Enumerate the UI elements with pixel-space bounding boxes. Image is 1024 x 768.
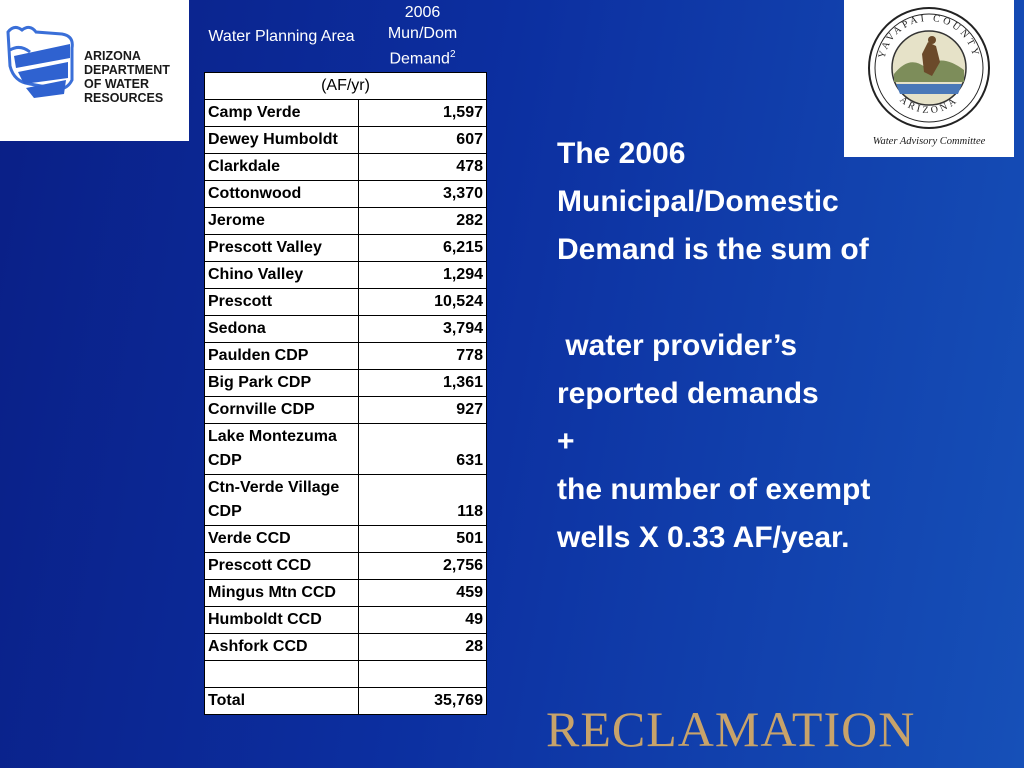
demand-cell: 631	[358, 423, 487, 475]
table-row: Sedona 3,794	[204, 315, 487, 343]
adwr-line: ARIZONA	[84, 49, 141, 63]
demand-cell: 1,597	[358, 99, 487, 127]
area-cell: Dewey Humboldt	[204, 126, 359, 154]
table-row: Jerome 282	[204, 207, 487, 235]
area-cell: Ashfork CCD	[204, 633, 359, 661]
table-row: Ctn-Verde Village CDP 118	[204, 474, 487, 526]
table-row: Mingus Mtn CCD 459	[204, 579, 487, 607]
total-row: Total 35,769	[204, 687, 487, 715]
yavapai-seal-icon: YAVAPAI COUNTY ARIZONA	[868, 7, 990, 129]
demand-cell: 459	[358, 579, 487, 607]
table-row: Big Park CDP 1,361	[204, 369, 487, 397]
area-cell: Clarkdale	[204, 153, 359, 181]
demand-cell: 1,361	[358, 369, 487, 397]
area-cell: Ctn-Verde Village CDP	[204, 474, 359, 526]
table-header-row: Water Planning Area 2006 Mun/Dom Demand2	[205, 0, 487, 73]
area-cell: Verde CCD	[204, 525, 359, 553]
area-cell: Big Park CDP	[204, 369, 359, 397]
adwr-line: RESOURCES	[84, 91, 164, 105]
table-row: Chino Valley 1,294	[204, 261, 487, 289]
demand-cell: 282	[358, 207, 487, 235]
adwr-line: OF WATER	[84, 77, 150, 91]
explanation-line: The 2006	[557, 137, 686, 170]
adwr-org-name: ARIZONA DEPARTMENT OF WATER RESOURCES	[84, 49, 170, 105]
area-cell: Humboldt CCD	[204, 606, 359, 634]
table-row: Cottonwood 3,370	[204, 180, 487, 208]
table-row: Ashfork CCD 28	[204, 633, 487, 661]
area-cell: Mingus Mtn CCD	[204, 579, 359, 607]
blank-cell	[204, 660, 359, 688]
unit-label: (AF/yr)	[204, 72, 487, 100]
area-cell: Cornville CDP	[204, 396, 359, 424]
demand-cell: 3,370	[358, 180, 487, 208]
blank-cell	[358, 660, 487, 688]
explanation-line: Municipal/Domestic	[557, 185, 839, 218]
demand-table: Water Planning Area 2006 Mun/Dom Demand2…	[204, 0, 487, 715]
table-row: Cornville CDP 927	[204, 396, 487, 424]
table-row: Prescott 10,524	[204, 288, 487, 316]
demand-cell: 3,794	[358, 315, 487, 343]
header-footnote-marker: 2	[449, 49, 456, 61]
table-row: Clarkdale 478	[204, 153, 487, 181]
explanation-line: wells X 0.33 AF/year.	[557, 521, 850, 554]
explanation-line: the number of exempt	[557, 473, 871, 506]
adwr-logo: ARIZONA DEPARTMENT OF WATER RESOURCES	[0, 0, 189, 141]
explanation-line: reported demands	[557, 377, 819, 410]
blank-row	[204, 660, 487, 688]
table-row: Dewey Humboldt 607	[204, 126, 487, 154]
adwr-emblem-icon	[6, 25, 74, 98]
demand-cell: 927	[358, 396, 487, 424]
area-cell: Paulden CDP	[204, 342, 359, 370]
explanation-line: Demand is the sum of	[557, 233, 869, 266]
demand-cell: 10,524	[358, 288, 487, 316]
adwr-line: DEPARTMENT	[84, 63, 170, 77]
table-row: Prescott CCD 2,756	[204, 552, 487, 580]
header-water-planning-area: Water Planning Area	[208, 27, 355, 45]
area-cell: Camp Verde	[204, 99, 359, 127]
area-cell: Prescott Valley	[204, 234, 359, 262]
reclamation-wordmark: RECLAMATION	[546, 701, 916, 757]
demand-cell: 607	[358, 126, 487, 154]
table-row: Camp Verde 1,597	[204, 99, 487, 127]
area-cell: Lake Montezuma CDP	[204, 423, 359, 475]
demand-cell: 1,294	[358, 261, 487, 289]
table-row: Verde CCD 501	[204, 525, 487, 553]
table-row: Paulden CDP 778	[204, 342, 487, 370]
total-label: Total	[204, 687, 359, 715]
header-demand-line: Mun/Dom	[387, 25, 458, 43]
demand-cell: 501	[358, 525, 487, 553]
area-cell: Prescott	[204, 288, 359, 316]
header-demand: 2006 Mun/Dom Demand2	[359, 0, 487, 73]
county-seal: YAVAPAI COUNTY ARIZONA Water Advisory Co…	[844, 0, 1014, 157]
area-cell: Prescott CCD	[204, 552, 359, 580]
header-demand-word: Demand	[389, 50, 450, 68]
demand-cell: 2,756	[358, 552, 487, 580]
area-cell: Sedona	[204, 315, 359, 343]
header-demand-line: 2006	[404, 4, 441, 22]
explanation-text: The 2006 Municipal/Domestic Demand is th…	[557, 130, 997, 562]
seal-caption: Water Advisory Committee	[872, 136, 986, 147]
demand-cell: 49	[358, 606, 487, 634]
area-cell: Chino Valley	[204, 261, 359, 289]
table-row: Prescott Valley 6,215	[204, 234, 487, 262]
demand-cell: 478	[358, 153, 487, 181]
header-demand-line: Demand2	[361, 44, 485, 69]
table-row: Lake Montezuma CDP 631	[204, 423, 487, 475]
table-row: Humboldt CCD 49	[204, 606, 487, 634]
explanation-line: water provider’s	[557, 329, 798, 362]
demand-cell: 118	[358, 474, 487, 526]
unit-row: (AF/yr)	[204, 72, 487, 100]
area-cell: Jerome	[204, 207, 359, 235]
demand-cell: 6,215	[358, 234, 487, 262]
explanation-spacer	[557, 274, 997, 322]
explanation-line: +	[557, 425, 575, 458]
demand-cell: 778	[358, 342, 487, 370]
total-value: 35,769	[358, 687, 487, 715]
area-cell: Cottonwood	[204, 180, 359, 208]
demand-cell: 28	[358, 633, 487, 661]
